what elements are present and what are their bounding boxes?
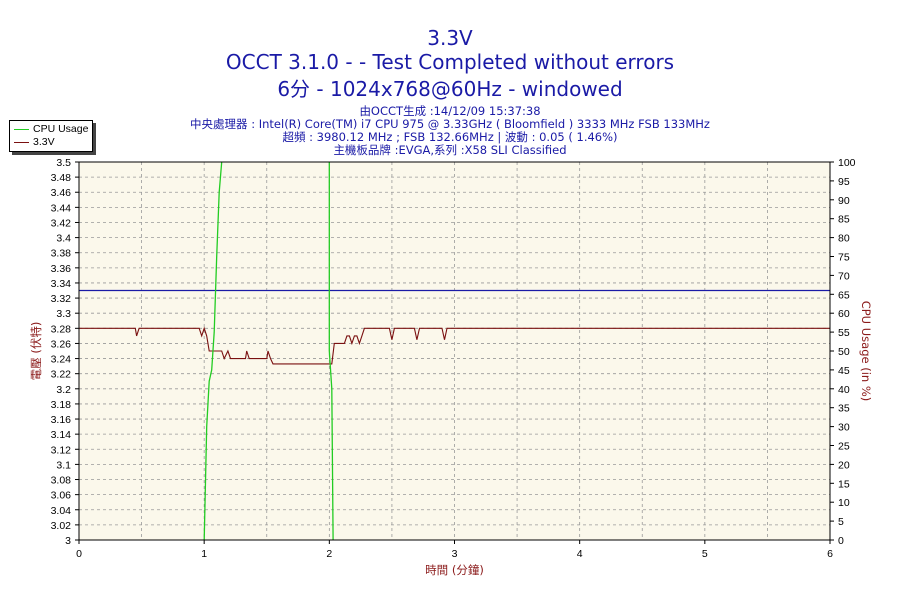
y-left-tick-label: 3.46 bbox=[51, 187, 72, 199]
legend-swatch-cpu-usage bbox=[14, 128, 29, 130]
y-left-tick-label: 3.18 bbox=[51, 399, 72, 411]
y-right-tick-label: 35 bbox=[838, 403, 850, 415]
x-tick-label: 5 bbox=[702, 548, 708, 560]
generated-info: 由OCCT生成 :14/12/09 15:37:38 bbox=[359, 104, 541, 118]
y-left-tick-label: 3.26 bbox=[51, 338, 72, 350]
y-right-tick-label: 15 bbox=[838, 478, 850, 490]
y-left-tick-label: 3.3 bbox=[56, 308, 71, 320]
y-left-tick-label: 3.4 bbox=[56, 233, 71, 245]
y-right-tick-label: 30 bbox=[838, 422, 850, 434]
legend-label-3v3: 3.3V bbox=[33, 136, 55, 148]
y-right-tick-label: 70 bbox=[838, 270, 850, 282]
y-left-tick-label: 3.22 bbox=[51, 369, 72, 381]
y-left-tick-label: 3.16 bbox=[51, 414, 72, 426]
series-line-cpu-usage-2 bbox=[328, 162, 334, 541]
y-left-tick-label: 3.48 bbox=[51, 172, 72, 184]
y-left-tick-label: 3.34 bbox=[51, 278, 72, 290]
y-right-tick-label: 65 bbox=[838, 289, 850, 301]
motherboard-info: 主機板品牌 :EVGA,系列 :X58 SLI Classified bbox=[333, 143, 567, 157]
series-group bbox=[79, 161, 830, 541]
x-tick-label: 2 bbox=[326, 548, 332, 560]
legend-label-cpu-usage: CPU Usage bbox=[33, 123, 89, 135]
chart-subtitle-1: OCCT 3.1.0 - - Test Completed without er… bbox=[225, 50, 675, 74]
y-axis-right-label: CPU Usage (in %) bbox=[859, 301, 873, 402]
y-left-tick-label: 3.44 bbox=[51, 202, 72, 214]
y-right-tick-label: 55 bbox=[838, 327, 850, 339]
y-left-tick-label: 3.04 bbox=[51, 505, 72, 517]
legend-swatch-3v3 bbox=[14, 141, 29, 143]
series-line-3v3 bbox=[79, 326, 830, 365]
y-left-tick-label: 3.2 bbox=[56, 384, 71, 396]
legend: CPU Usage 3.3V bbox=[9, 120, 93, 152]
y-right-tick-label: 95 bbox=[838, 176, 850, 188]
y-right-tick-label: 100 bbox=[838, 157, 856, 169]
y-left-tick-label: 3.12 bbox=[51, 444, 72, 456]
y-right-tick-label: 20 bbox=[838, 459, 850, 471]
x-tick-label: 3 bbox=[452, 548, 458, 560]
chart-subtitle-2: 6分 - 1024x768@60Hz - windowed bbox=[277, 77, 623, 101]
y-left-tick-label: 3.24 bbox=[51, 354, 72, 366]
y-left-tick-label: 3.42 bbox=[51, 217, 72, 229]
y-left-tick-label: 3.32 bbox=[51, 293, 72, 305]
x-tick-label: 0 bbox=[76, 548, 82, 560]
cpu-info: 中央處理器 : Intel(R) Core(TM) i7 CPU 975 @ 3… bbox=[190, 117, 710, 131]
y-right-tick-label: 75 bbox=[838, 252, 850, 264]
y-right-tick-label: 45 bbox=[838, 365, 850, 377]
y-right-tick-label: 10 bbox=[838, 497, 850, 509]
y-left-tick-label: 3.36 bbox=[51, 263, 72, 275]
axis-ticks: 3 3.02 3.04 3.06 3.08 3.1 3.12 3.14 3.16 3.18 3.2 3… bbox=[51, 157, 856, 560]
y-right-tick-label: 85 bbox=[838, 214, 850, 226]
y-right-tick-label: 40 bbox=[838, 384, 850, 396]
y-left-tick-label: 3.06 bbox=[51, 490, 72, 502]
y-right-tick-label: 80 bbox=[838, 233, 850, 245]
y-left-tick-label: 3.1 bbox=[56, 459, 71, 471]
x-tick-label: 4 bbox=[577, 548, 583, 560]
y-right-tick-label: 60 bbox=[838, 308, 850, 320]
legend-item-3v3: 3.3V bbox=[14, 136, 55, 149]
chart-title: 3.3V bbox=[427, 26, 473, 50]
y-left-tick-label: 3.38 bbox=[51, 248, 72, 260]
y-right-tick-label: 0 bbox=[838, 535, 844, 547]
y-left-tick-label: 3.28 bbox=[51, 323, 72, 335]
y-left-tick-label: 3.14 bbox=[51, 429, 72, 441]
x-tick-label: 6 bbox=[827, 548, 833, 560]
legend-item-cpu-usage: CPU Usage bbox=[14, 123, 88, 136]
y-right-tick-label: 90 bbox=[838, 195, 850, 207]
y-right-tick-label: 5 bbox=[838, 516, 844, 528]
x-axis-label: 時間 (分鐘) bbox=[425, 563, 484, 577]
y-right-tick-label: 25 bbox=[838, 441, 850, 453]
y-left-tick-label: 3.08 bbox=[51, 475, 72, 487]
y-axis-left-label: 電壓 (伏特) bbox=[29, 322, 43, 381]
y-right-tick-label: 50 bbox=[838, 346, 850, 358]
y-left-tick-label: 3.5 bbox=[56, 157, 71, 169]
overclock-info: 超頻 : 3980.12 MHz ; FSB 132.66MHz | 波動 : … bbox=[282, 130, 618, 144]
series-line-cpu-usage-1 bbox=[203, 161, 223, 541]
y-left-tick-label: 3.02 bbox=[51, 520, 72, 532]
x-tick-label: 1 bbox=[201, 548, 207, 560]
y-left-tick-label: 3 bbox=[65, 535, 71, 547]
